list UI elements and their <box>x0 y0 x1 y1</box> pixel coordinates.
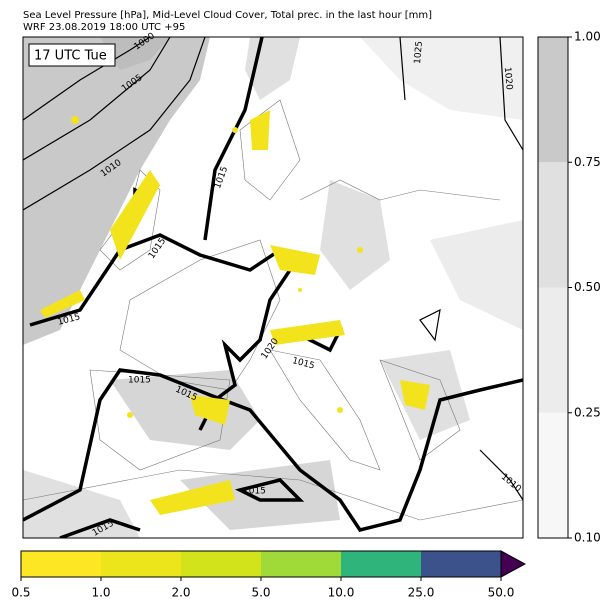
tick-label: 0.10 <box>574 531 601 545</box>
tick-label: 10.0 <box>328 586 355 600</box>
tick-label: 2.0 <box>171 586 190 600</box>
isobar-label: 1025 <box>413 41 425 65</box>
cloud-band <box>538 287 568 413</box>
tick-label: 5.0 <box>251 586 270 600</box>
precipitation <box>40 110 430 515</box>
map: 1000 1005 1010 1015 1015 1015 1020 1015 … <box>22 31 524 539</box>
cloud-band <box>538 37 568 163</box>
precip-band <box>21 551 101 577</box>
map-frame <box>22 36 524 539</box>
extend-arrow <box>500 550 527 578</box>
tick-label: 50.0 <box>488 586 515 600</box>
isobar-label: 1015 <box>128 376 151 386</box>
precip-band <box>181 551 261 577</box>
precip-band <box>101 551 181 577</box>
tick-label: 1.00 <box>574 30 601 44</box>
isobars <box>23 37 523 501</box>
tick-label: 0.75 <box>574 155 601 169</box>
isobar-label: 1020 <box>502 67 514 91</box>
tick-label: 1.0 <box>91 586 110 600</box>
time-box <box>28 43 116 67</box>
subtitle-line: WRF 23.08.2019 18:00 UTC +95 <box>23 22 185 33</box>
isobar-label: 1015 <box>243 487 266 497</box>
time-label: 17 UTC Tue <box>34 49 107 64</box>
precip-band <box>421 551 501 577</box>
cloud-band <box>538 162 568 288</box>
tick-label: 0.50 <box>574 280 601 294</box>
precip-band <box>341 551 421 577</box>
tick-label: 0.5 <box>11 586 30 600</box>
tick-label: 25.0 <box>408 586 435 600</box>
cloud-band <box>538 412 568 538</box>
cloud-cover <box>23 37 523 538</box>
title-line: Sea Level Pressure [hPa], Mid-Level Clou… <box>23 10 432 21</box>
precip-band <box>261 551 341 577</box>
tick-label: 0.25 <box>574 405 601 419</box>
